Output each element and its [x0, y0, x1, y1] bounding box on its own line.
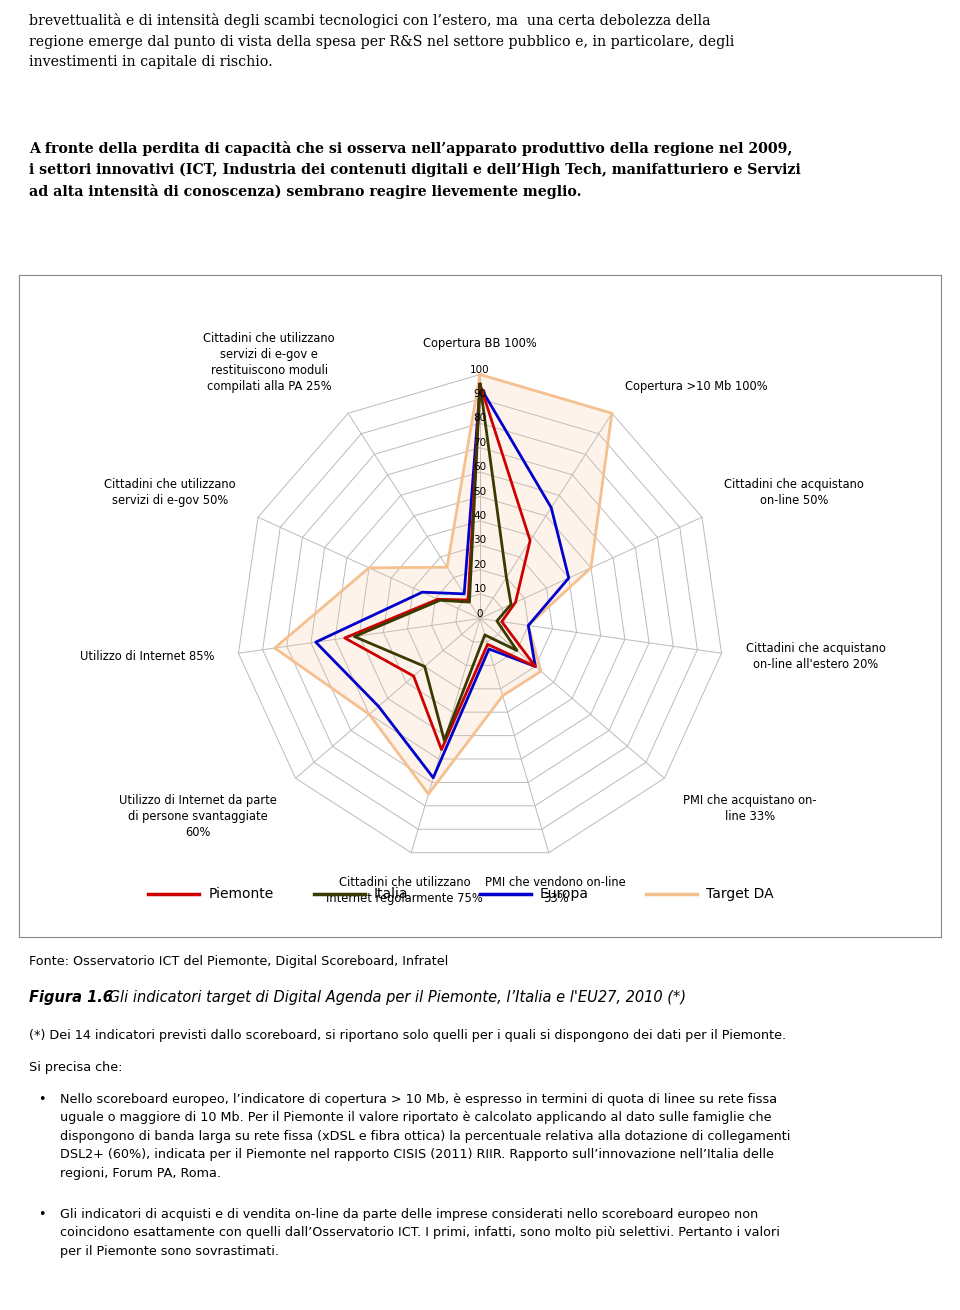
Text: 80: 80: [473, 414, 487, 423]
Text: Italia: Italia: [374, 887, 409, 901]
Text: Cittadini che acquistano
on-line 50%: Cittadini che acquistano on-line 50%: [724, 478, 864, 507]
Text: Gli indicatori di acquisti e di vendita on-line da parte delle imprese considera: Gli indicatori di acquisti e di vendita …: [60, 1208, 780, 1258]
Text: Fonte: Osservatorio ICT del Piemonte, Digital Scoreboard, Infratel: Fonte: Osservatorio ICT del Piemonte, Di…: [29, 955, 448, 968]
Text: 70: 70: [473, 438, 487, 448]
Text: 30: 30: [473, 536, 487, 545]
Text: 0: 0: [477, 609, 483, 618]
Text: Cittadini che acquistano
on-line all'estero 20%: Cittadini che acquistano on-line all'est…: [746, 642, 885, 671]
Text: Cittadini che utilizzano
Internet regolarmente 75%: Cittadini che utilizzano Internet regola…: [326, 876, 483, 905]
Text: Cittadini che utilizzano
servizi di e-gov 50%: Cittadini che utilizzano servizi di e-go…: [105, 478, 236, 507]
Text: 50: 50: [473, 486, 487, 496]
Text: 10: 10: [473, 584, 487, 595]
Text: Copertura BB 100%: Copertura BB 100%: [423, 337, 537, 350]
Text: Utilizzo di Internet da parte
di persone svantaggiate
60%: Utilizzo di Internet da parte di persone…: [119, 794, 277, 840]
Text: Figura 1.6: Figura 1.6: [29, 989, 112, 1005]
Text: •: •: [37, 1093, 45, 1106]
Text: Utilizzo di Internet 85%: Utilizzo di Internet 85%: [80, 650, 214, 663]
Text: Si precisa che:: Si precisa che:: [29, 1061, 122, 1074]
Polygon shape: [275, 375, 612, 794]
Text: A fronte della perdita di capacità che si osserva nell’apparato produttivo della: A fronte della perdita di capacità che s…: [29, 140, 801, 199]
Text: Copertura >10 Mb 100%: Copertura >10 Mb 100%: [625, 380, 768, 393]
Text: 100: 100: [470, 364, 490, 375]
Text: Europa: Europa: [540, 887, 588, 901]
Text: 40: 40: [473, 511, 487, 521]
Text: PMI che acquistano on-
line 33%: PMI che acquistano on- line 33%: [683, 794, 816, 823]
Text: Nello scoreboard europeo, l’indicatore di copertura > 10 Mb, è espresso in termi: Nello scoreboard europeo, l’indicatore d…: [60, 1093, 791, 1180]
Text: Target DA: Target DA: [706, 887, 774, 901]
Text: brevettualità e di intensità degli scambi tecnologici con l’estero, ma  una cert: brevettualità e di intensità degli scamb…: [29, 13, 734, 69]
Text: 60: 60: [473, 462, 487, 472]
Text: PMI che vendono on-line
33%: PMI che vendono on-line 33%: [485, 876, 626, 905]
Text: 90: 90: [473, 389, 487, 400]
Text: Gli indicatori target di Digital Agenda per il Piemonte, l’Italia e l'EU27, 2010: Gli indicatori target di Digital Agenda …: [104, 989, 685, 1005]
Text: (*) Dei 14 indicatori previsti dallo scoreboard, si riportano solo quelli per i : (*) Dei 14 indicatori previsti dallo sco…: [29, 1028, 786, 1041]
Text: Cittadini che utilizzano
servizi di e-gov e
restituiscono moduli
compilati alla : Cittadini che utilizzano servizi di e-go…: [204, 331, 335, 393]
Text: Piemonte: Piemonte: [208, 887, 274, 901]
Text: 20: 20: [473, 559, 487, 570]
Text: •: •: [37, 1208, 45, 1221]
